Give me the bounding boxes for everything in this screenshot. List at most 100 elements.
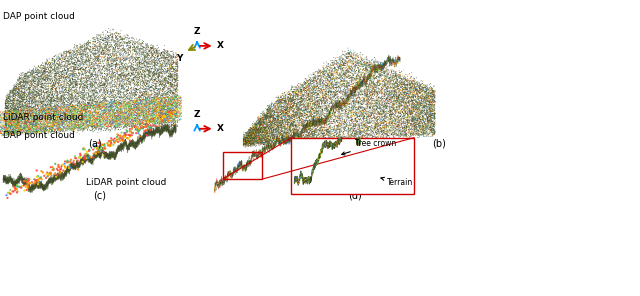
Point [106,151,116,156]
Point [268,116,278,121]
Point [312,158,323,163]
Point [346,54,356,59]
Point [8,110,19,115]
Point [352,84,362,89]
Point [29,181,39,186]
Point [79,154,89,158]
Point [364,61,374,66]
Point [411,102,421,107]
Point [136,64,147,68]
Point [170,66,180,70]
Point [30,184,40,189]
Point [246,128,256,133]
Point [109,140,120,145]
Point [148,64,158,69]
Point [378,112,388,116]
Point [254,123,264,127]
Point [120,93,131,98]
Point [304,182,314,186]
Point [122,140,132,144]
Point [104,154,114,158]
Point [96,122,106,127]
Point [300,100,310,104]
Point [146,61,156,66]
Point [403,112,413,117]
Point [311,127,321,131]
Point [164,113,175,118]
Point [55,109,65,113]
Point [362,94,372,99]
Point [60,176,70,181]
Point [260,149,271,153]
Point [66,127,76,132]
Point [339,99,349,104]
Point [371,132,381,137]
Point [363,73,373,78]
Point [2,111,12,116]
Point [166,132,176,137]
Point [57,120,67,125]
Point [335,102,345,106]
Point [364,118,374,123]
Point [33,183,43,188]
Point [316,70,326,75]
Point [100,97,110,102]
Point [297,96,307,101]
Point [15,178,25,183]
Point [171,109,181,114]
Point [269,105,279,110]
Point [385,57,395,62]
Point [303,122,313,126]
Point [369,69,380,74]
Point [122,144,132,149]
Point [404,81,415,86]
Point [54,72,64,77]
Point [41,67,51,72]
Point [171,126,181,131]
Point [415,94,425,99]
Point [404,108,415,112]
Point [0,125,7,129]
Point [305,132,316,136]
Point [31,186,41,191]
Point [108,153,118,158]
Point [228,167,239,172]
Point [239,136,249,141]
Point [42,183,52,188]
Point [142,131,152,136]
Point [403,113,413,118]
Point [303,119,313,124]
Point [10,182,20,187]
Point [266,111,276,116]
Point [300,124,310,128]
Point [394,115,404,120]
Point [156,115,166,120]
Point [409,118,419,122]
Point [294,110,305,115]
Point [311,120,321,124]
Point [387,56,397,61]
Point [381,115,391,120]
Point [15,175,26,179]
Point [243,163,253,168]
Point [89,153,99,158]
Point [104,152,114,157]
Point [326,132,336,136]
Point [308,96,318,101]
Point [285,138,295,143]
Point [363,135,373,140]
Point [8,120,19,125]
Point [336,91,346,96]
Point [343,107,353,111]
Point [13,101,24,106]
Point [156,131,166,135]
Point [298,124,308,129]
Point [8,119,18,124]
Point [65,108,76,112]
Point [92,105,102,110]
Point [302,181,312,185]
Point [15,173,26,177]
Point [301,93,311,97]
Point [307,118,317,123]
Point [76,160,86,165]
